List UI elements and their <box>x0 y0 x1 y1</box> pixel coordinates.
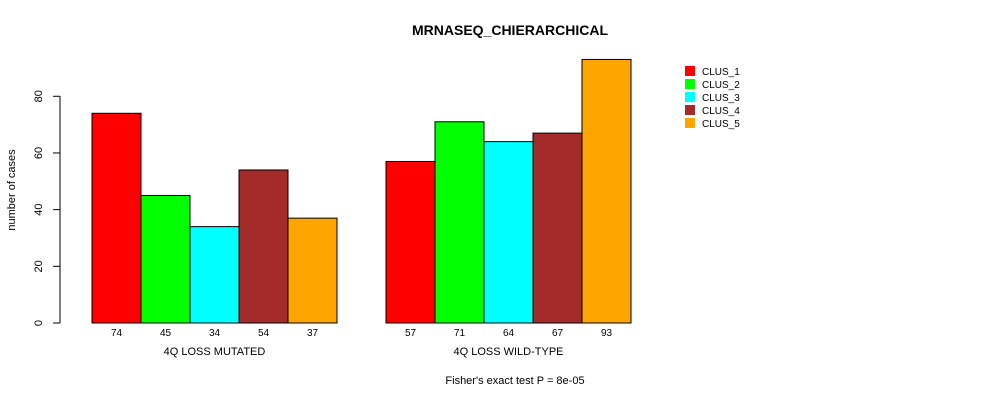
group-labels: 4Q LOSS MUTATED 4Q LOSS WILD-TYPE <box>164 346 564 358</box>
bar-value-label: 34 <box>209 328 221 339</box>
y-axis-label: number of cases <box>6 149 18 231</box>
y-tick-label: 0 <box>33 320 45 326</box>
legend-label: CLUS_5 <box>702 119 740 130</box>
bar-clus-3-group-1 <box>189 226 240 324</box>
bar-value-label: 45 <box>160 328 172 339</box>
bar-clus-2-group-1 <box>140 194 191 324</box>
bar-value-label: 57 <box>405 328 417 339</box>
bar-clus-1-group-1 <box>91 112 142 324</box>
group-label: 4Q LOSS WILD-TYPE <box>453 346 563 358</box>
legend-swatch <box>685 118 695 128</box>
y-axis: 0 20 40 60 80 <box>33 90 61 326</box>
bar-value-labels: 74 45 34 54 37 57 71 64 67 93 <box>111 328 613 339</box>
bar-clus-1-group-2 <box>385 160 436 324</box>
legend-label: CLUS_3 <box>702 93 740 104</box>
bar-clus-3-group-2 <box>483 141 534 324</box>
y-tick-label: 60 <box>33 147 45 159</box>
y-tick-label: 80 <box>33 90 45 102</box>
bar-value-label: 54 <box>258 328 270 339</box>
bar-clus-4-group-2 <box>532 132 583 324</box>
chart-title: MRNASEQ_CHIERARCHICAL <box>412 22 608 38</box>
legend-swatch <box>685 105 695 115</box>
bar-value-label: 67 <box>552 328 564 339</box>
y-tick-label: 20 <box>33 260 45 272</box>
group-label: 4Q LOSS MUTATED <box>164 346 266 358</box>
bar-clus-2-group-2 <box>434 121 485 324</box>
bar-clus-5-group-2 <box>581 58 632 324</box>
fisher-test-footnote: Fisher's exact test P = 8e-05 <box>445 375 584 387</box>
legend-swatch <box>685 92 695 102</box>
bar-clus-5-group-1 <box>287 217 338 324</box>
bar-value-label: 93 <box>601 328 613 339</box>
y-tick-label: 40 <box>33 204 45 216</box>
legend-label: CLUS_4 <box>702 106 740 117</box>
legend-label: CLUS_2 <box>702 80 740 91</box>
bar-value-label: 37 <box>307 328 319 339</box>
bars <box>91 58 632 324</box>
legend: CLUS_1 CLUS_2 CLUS_3 CLUS_4 CLUS_5 <box>685 66 740 130</box>
bar-value-label: 74 <box>111 328 123 339</box>
bar-clus-4-group-1 <box>238 169 289 324</box>
legend-swatch <box>685 66 695 76</box>
legend-label: CLUS_1 <box>702 67 740 78</box>
bar-value-label: 64 <box>503 328 515 339</box>
legend-swatch <box>685 79 695 89</box>
bar-value-label: 71 <box>454 328 466 339</box>
